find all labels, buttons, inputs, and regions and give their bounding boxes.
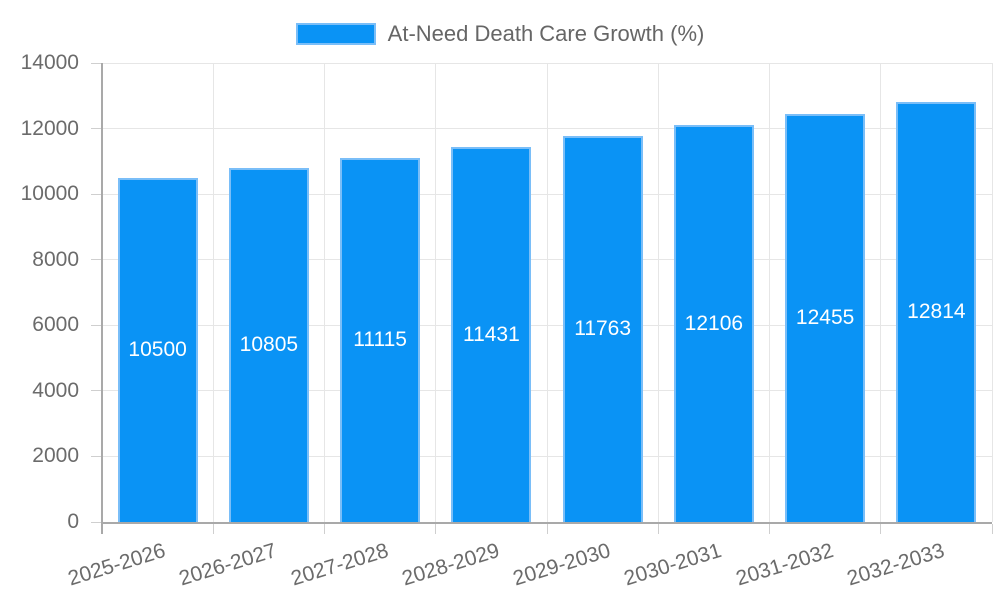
bar — [562, 136, 643, 524]
x-tick-label: 2028-2029 — [399, 539, 503, 591]
bar — [673, 125, 754, 524]
bar — [451, 147, 532, 524]
legend-swatch — [295, 23, 376, 45]
x-tick — [657, 524, 659, 534]
bar-value-label: 10805 — [239, 332, 299, 356]
legend-item[interactable]: At-Need Death Care Growth (%) — [0, 23, 1000, 45]
x-gridline — [546, 63, 548, 522]
x-tick — [435, 524, 437, 534]
y-tick-label: 10000 — [20, 182, 79, 206]
x-tick — [212, 524, 214, 534]
bar-value-label: 11431 — [462, 322, 520, 346]
x-gridline — [657, 63, 659, 522]
y-axis-line — [100, 63, 103, 534]
x-tick-label: 2030-2031 — [621, 539, 725, 591]
x-tick-label: 2032-2033 — [844, 539, 948, 591]
y-tick — [91, 193, 101, 195]
bar-value-label: 10500 — [128, 337, 187, 361]
x-tick-label: 2027-2028 — [288, 539, 391, 591]
y-tick-label: 0 — [67, 510, 79, 533]
bar — [340, 157, 421, 524]
x-tick — [769, 524, 770, 534]
bar — [896, 101, 977, 524]
y-tick-label: 2000 — [32, 444, 79, 468]
x-tick — [880, 524, 882, 534]
bar-value-label: 11115 — [353, 327, 407, 351]
x-tick-label: 2025-2026 — [65, 539, 169, 591]
bar-value-label: 11763 — [574, 317, 632, 341]
y-tick — [91, 324, 101, 326]
x-tick — [991, 524, 993, 534]
y-tick — [91, 390, 101, 392]
x-tick-label: 2029-2030 — [510, 539, 614, 591]
y-tick-label: 12000 — [20, 116, 79, 140]
bar-value-label: 12814 — [907, 299, 966, 323]
bar — [785, 113, 866, 524]
y-tick — [91, 455, 101, 457]
bar-value-label: 12106 — [684, 311, 744, 335]
x-tick-label: 2031-2032 — [733, 539, 836, 591]
bar-value-label: 12455 — [795, 305, 855, 329]
y-tick — [91, 62, 101, 64]
y-tick-label: 8000 — [32, 247, 79, 271]
y-tick-label: 14000 — [20, 51, 79, 74]
bar — [228, 167, 309, 524]
y-tick — [91, 259, 101, 261]
legend-label: At-Need Death Care Growth (%) — [387, 21, 705, 46]
x-gridline — [880, 63, 882, 522]
x-axis-line — [100, 522, 992, 524]
x-tick — [324, 524, 325, 534]
x-gridline — [991, 63, 993, 522]
x-tick-label: 2026-2027 — [176, 539, 280, 591]
x-gridline — [435, 63, 437, 522]
x-gridline — [769, 63, 770, 522]
x-gridline — [324, 63, 325, 522]
y-tick — [91, 521, 101, 523]
y-tick — [91, 128, 101, 130]
x-gridline — [212, 63, 214, 522]
y-tick-label: 4000 — [32, 378, 79, 402]
y-tick-label: 6000 — [32, 313, 79, 337]
bar — [117, 177, 198, 524]
x-tick — [546, 524, 548, 534]
